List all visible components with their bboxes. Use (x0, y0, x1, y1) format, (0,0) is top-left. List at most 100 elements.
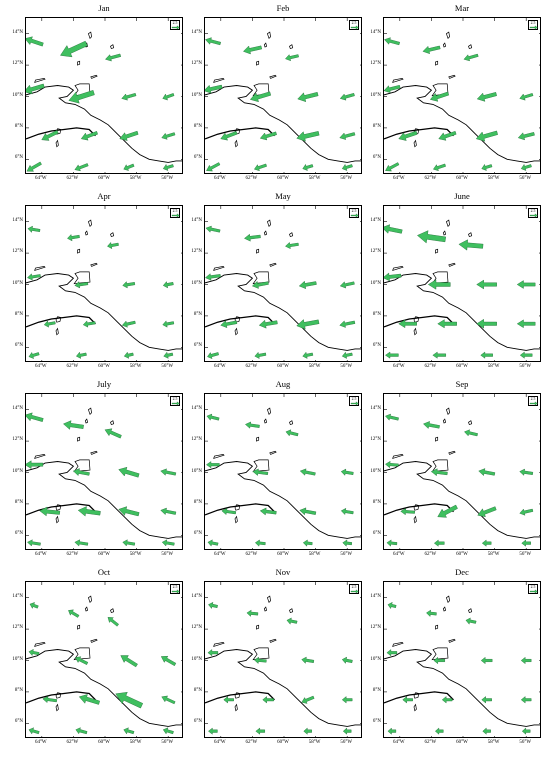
latitude-label: 14°N (191, 29, 202, 35)
island-outline (234, 504, 241, 511)
wind-vector-arrow (384, 84, 401, 94)
wind-vector-arrow (299, 468, 316, 476)
latitude-label: 12°N (370, 625, 381, 631)
longitude-label: 58°W (308, 552, 321, 557)
wind-vector-arrow (121, 92, 137, 101)
wind-vector-arrow (123, 727, 135, 735)
island-outline (55, 692, 62, 699)
wind-vector-arrow (162, 281, 174, 289)
wind-vector-arrow (432, 163, 446, 172)
wind-vector-arrow (387, 727, 397, 735)
wind-vector-arrow (220, 320, 238, 329)
wind-vector-arrow (162, 163, 174, 171)
wind-vector-arrow (80, 131, 98, 141)
longitude-label: 56°W (161, 176, 174, 181)
wind-vector-arrow (434, 727, 444, 735)
longitude-label: 58°W (487, 364, 500, 369)
latitude-label: 8°N (372, 123, 381, 129)
river-line (205, 503, 275, 516)
latitude-label: 8°N (14, 499, 23, 505)
wind-vector-arrow (29, 602, 39, 609)
longitude-label: 58°W (129, 552, 142, 557)
wind-vector-arrow (464, 429, 478, 437)
wind-vector-arrow (253, 163, 267, 172)
longitude-label: 60°W (277, 740, 289, 745)
map-frame: 2.5 (25, 17, 183, 174)
island-outline (413, 692, 420, 699)
wind-vector-arrow (426, 609, 437, 617)
wind-vector-arrow (475, 130, 498, 142)
island-outline (442, 230, 447, 236)
wind-vector-arrow (206, 162, 221, 172)
wind-vector-arrow (208, 727, 218, 735)
reference-vector-box: 2.5 (349, 20, 359, 30)
longitude-label: 56°W (340, 176, 353, 181)
wind-vector-arrow (481, 539, 492, 547)
wind-vector-arrow (251, 281, 269, 289)
island-outline (289, 44, 294, 50)
island-outline (234, 692, 241, 699)
wind-map-svg (205, 582, 361, 737)
longitude-label: 56°W (519, 740, 532, 745)
island-outline (77, 436, 81, 442)
latitude-label: 6°N (14, 155, 23, 161)
wind-vector-arrow (340, 507, 354, 516)
island-outline (55, 327, 59, 336)
wind-vector-arrow (122, 281, 136, 289)
island-outline (34, 266, 46, 271)
wind-map-svg (384, 582, 540, 737)
latitude-label: 6°N (193, 719, 202, 725)
wind-map-svg (205, 394, 361, 549)
wind-vector-arrow (432, 351, 446, 359)
island-outline (234, 515, 238, 524)
map-frame: 2.5 (204, 17, 362, 174)
river-line (384, 127, 454, 140)
wind-vector-arrow (437, 504, 458, 518)
panel-title: Nov (275, 567, 291, 577)
reference-vector-box: 2.5 (170, 396, 180, 406)
latitude-label: 10°N (191, 468, 202, 474)
reference-vector-box: 2.5 (528, 208, 538, 218)
longitude-label: 64°W (213, 176, 226, 181)
wind-vector-arrow (520, 696, 532, 704)
latitude-label: 10°N (191, 280, 202, 286)
longitude-label: 60°W (456, 552, 468, 557)
island-outline (73, 459, 91, 473)
wind-vector-arrow (68, 90, 95, 104)
island-outline (269, 74, 277, 79)
latitude-label: 10°N (12, 468, 23, 474)
longitude-label: 56°W (340, 364, 353, 369)
longitude-label: 64°W (34, 552, 47, 557)
wind-vector-arrow (339, 92, 355, 101)
island-outline (55, 504, 62, 511)
wind-vector-arrow (286, 617, 298, 625)
island-outline (73, 271, 91, 285)
latitude-label: 14°N (12, 29, 23, 35)
wind-vector-arrow (207, 649, 219, 657)
island-outline (213, 266, 225, 271)
longitude-label: 58°W (129, 740, 142, 745)
wind-vector-arrow (480, 351, 493, 359)
island-outline (84, 230, 89, 236)
longitude-label: 62°W (424, 740, 437, 745)
island-outline (256, 624, 260, 630)
river-line (205, 315, 275, 328)
longitude-label: 64°W (213, 552, 226, 557)
longitude-label: 60°W (456, 176, 468, 181)
reference-arrow-icon (350, 25, 359, 30)
longitude-label: 60°W (98, 176, 110, 181)
island-outline (435, 436, 439, 442)
wind-vector-arrow (521, 539, 531, 547)
wind-map-svg (384, 206, 540, 361)
wind-vector-arrow (74, 163, 89, 172)
longitude-label: 62°W (424, 364, 437, 369)
wind-vector-arrow (118, 466, 140, 478)
wind-vector-arrow (221, 507, 237, 515)
longitude-label: 58°W (487, 740, 500, 745)
island-outline (435, 624, 439, 630)
wind-vector-arrow (297, 91, 319, 103)
longitude-label: 60°W (98, 552, 110, 557)
longitude-label: 60°W (277, 552, 289, 557)
island-outline (84, 418, 89, 424)
coastline (26, 85, 182, 163)
